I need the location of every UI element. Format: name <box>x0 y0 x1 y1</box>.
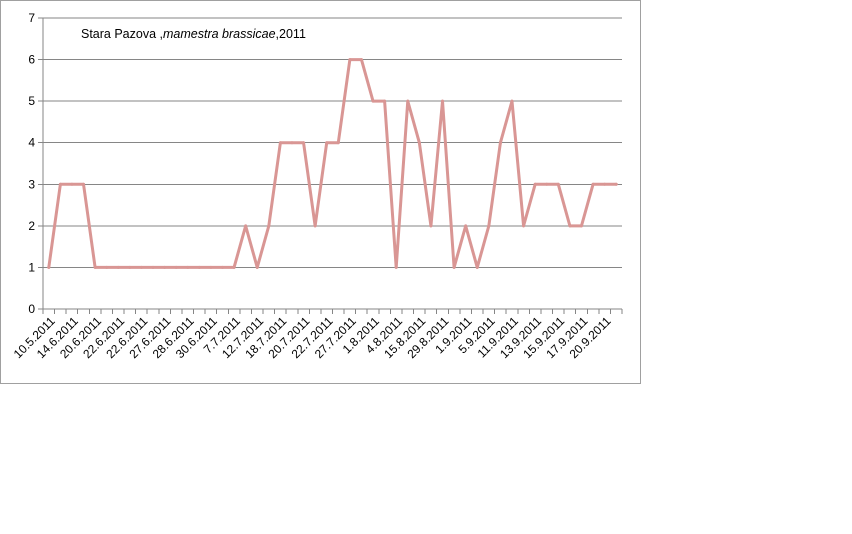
data-point-2 <box>70 182 74 186</box>
data-point-21 <box>290 141 294 145</box>
data-point-18 <box>255 265 259 269</box>
data-point-32 <box>417 141 421 145</box>
data-point-12 <box>186 265 190 269</box>
data-point-49 <box>614 182 618 186</box>
y-tick-label-4: 4 <box>28 136 35 150</box>
data-point-13 <box>197 265 201 269</box>
data-point-31 <box>406 99 410 103</box>
y-tick-label-2: 2 <box>28 219 35 233</box>
data-point-35 <box>452 265 456 269</box>
y-tick-label-3: 3 <box>28 177 35 191</box>
data-point-39 <box>498 141 502 145</box>
data-point-29 <box>383 99 387 103</box>
data-point-37 <box>475 265 479 269</box>
line-chart: 0 1 2 3 4 5 6 7 10.5.201114.6.201120.6.201122.6… <box>11 11 623 361</box>
data-point-36 <box>464 224 468 228</box>
data-point-48 <box>603 182 607 186</box>
gridlines <box>43 17 622 268</box>
data-point-14 <box>209 265 213 269</box>
data-point-46 <box>579 224 583 228</box>
data-point-22 <box>302 141 306 145</box>
chart-area: 0 1 2 3 4 5 6 7 10.5.2011 14.6.2011 20.6.2011 22.6… <box>0 0 641 384</box>
data-point-45 <box>568 224 572 228</box>
chart-title: Stara Pazova ,mamestra brassicae,2011 <box>81 27 306 41</box>
data-point-42 <box>533 182 537 186</box>
data-point-38 <box>487 224 491 228</box>
series <box>47 58 618 269</box>
chart-title-location: Stara Pazova , <box>81 27 163 41</box>
chart-title-year: ,2011 <box>276 27 306 41</box>
y-tick-label-1: 1 <box>28 260 35 274</box>
data-point-19 <box>267 224 271 228</box>
data-point-3 <box>82 182 86 186</box>
data-point-11 <box>174 265 178 269</box>
data-point-34 <box>441 99 445 103</box>
data-point-0 <box>47 265 51 269</box>
data-point-28 <box>371 99 375 103</box>
data-point-5 <box>105 265 109 269</box>
data-point-24 <box>325 141 329 145</box>
y-tick-label-5: 5 <box>28 94 35 108</box>
y-tick-label-7: 7 <box>28 11 35 25</box>
x-tick-labels: 10.5.201114.6.201120.6.201122.6.201122.6… <box>11 314 614 361</box>
data-point-26 <box>348 58 352 62</box>
y-tick-label-6: 6 <box>28 53 35 67</box>
data-point-1 <box>58 182 62 186</box>
data-point-10 <box>163 265 167 269</box>
axes <box>38 17 623 314</box>
data-point-43 <box>545 182 549 186</box>
data-point-6 <box>116 265 120 269</box>
data-point-41 <box>522 224 526 228</box>
data-point-7 <box>128 265 132 269</box>
data-point-16 <box>232 265 236 269</box>
series-line <box>47 58 618 269</box>
data-point-23 <box>313 224 317 228</box>
data-point-15 <box>220 265 224 269</box>
data-point-47 <box>591 182 595 186</box>
data-point-40 <box>510 99 514 103</box>
data-point-27 <box>359 58 363 62</box>
data-point-17 <box>244 224 248 228</box>
chart-title-species: mamestra brassicae <box>163 27 276 41</box>
data-point-30 <box>394 265 398 269</box>
y-tick-labels: 0 1 2 3 4 5 6 7 <box>28 11 35 316</box>
data-point-33 <box>429 224 433 228</box>
data-point-44 <box>556 182 560 186</box>
y-tick-label-0: 0 <box>28 302 35 316</box>
data-point-8 <box>139 265 143 269</box>
data-point-25 <box>336 141 340 145</box>
data-point-20 <box>278 141 282 145</box>
data-point-4 <box>93 265 97 269</box>
data-point-9 <box>151 265 155 269</box>
